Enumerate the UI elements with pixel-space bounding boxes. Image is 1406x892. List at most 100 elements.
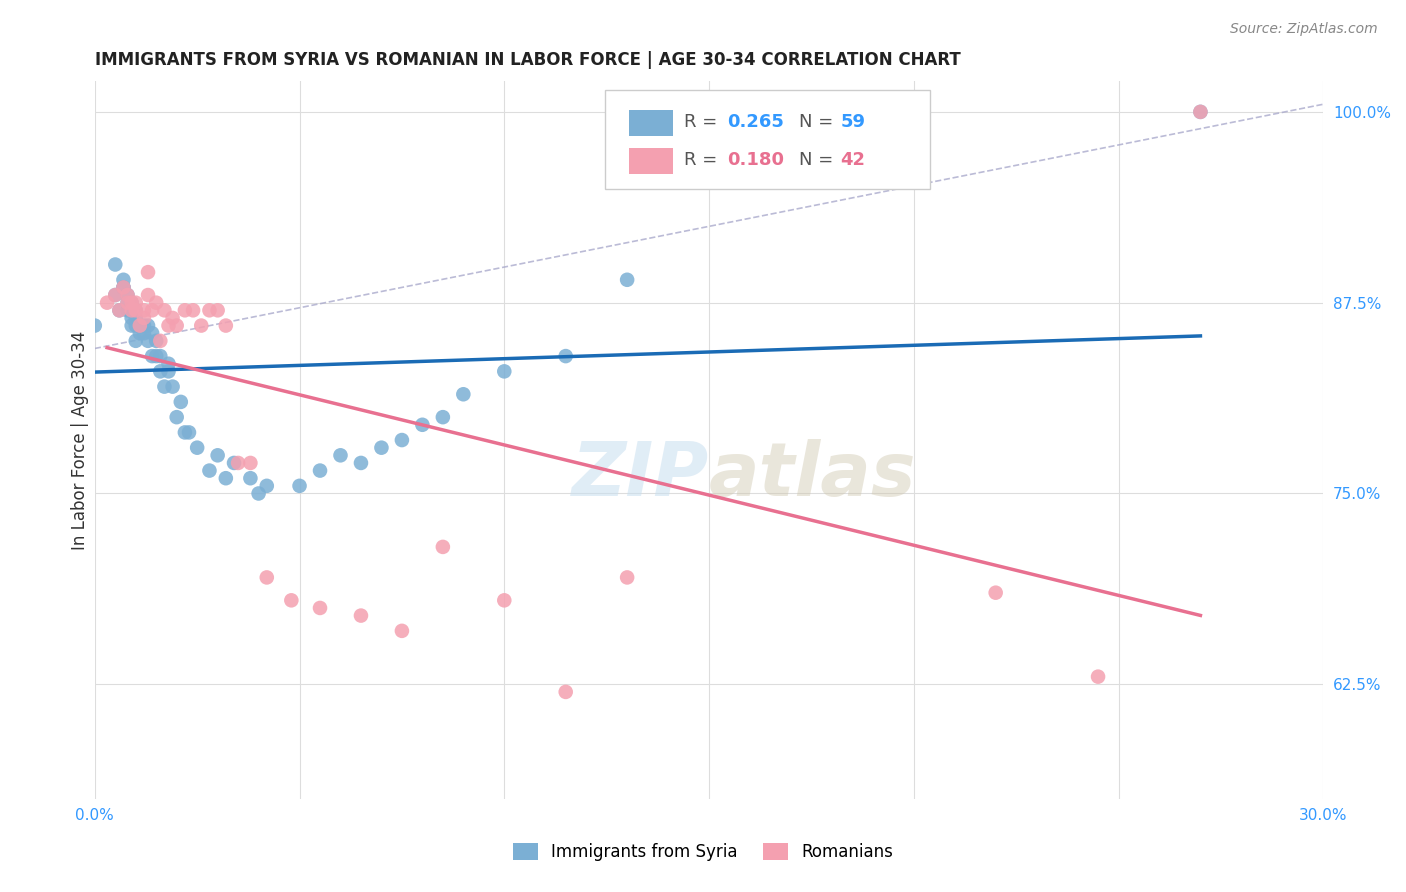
Point xyxy=(108,303,131,318)
Point xyxy=(170,395,193,409)
Point xyxy=(117,288,139,302)
Text: ZIP: ZIP xyxy=(572,440,709,512)
FancyBboxPatch shape xyxy=(630,110,673,136)
Point xyxy=(128,318,150,333)
Text: N =: N = xyxy=(799,112,832,130)
Point xyxy=(121,295,143,310)
Point xyxy=(128,318,150,333)
Text: 0.180: 0.180 xyxy=(727,151,785,169)
Point xyxy=(166,410,188,425)
Point xyxy=(153,303,176,318)
Point xyxy=(616,273,638,287)
Point xyxy=(198,303,221,318)
Point xyxy=(616,570,638,584)
Point xyxy=(309,464,332,478)
Point xyxy=(239,456,262,470)
Point xyxy=(198,464,221,478)
Text: IMMIGRANTS FROM SYRIA VS ROMANIAN IN LABOR FORCE | AGE 30-34 CORRELATION CHART: IMMIGRANTS FROM SYRIA VS ROMANIAN IN LAB… xyxy=(94,51,960,69)
Point xyxy=(125,334,148,348)
Point xyxy=(121,303,143,318)
Point xyxy=(391,624,413,638)
Point xyxy=(104,258,127,272)
Point xyxy=(112,280,135,294)
Point xyxy=(141,349,163,363)
Point xyxy=(96,295,118,310)
Point xyxy=(411,417,433,432)
Point xyxy=(391,433,413,447)
Text: atlas: atlas xyxy=(709,440,917,512)
FancyBboxPatch shape xyxy=(605,90,931,189)
Point xyxy=(162,379,184,393)
Point xyxy=(117,288,139,302)
Point xyxy=(149,364,172,378)
Point xyxy=(157,364,180,378)
Point xyxy=(104,288,127,302)
Point xyxy=(162,310,184,325)
Point xyxy=(145,334,167,348)
Point xyxy=(136,265,159,279)
Point xyxy=(132,318,155,333)
Point xyxy=(494,364,516,378)
Point xyxy=(288,479,311,493)
Text: N =: N = xyxy=(799,151,832,169)
Point xyxy=(112,280,135,294)
Point xyxy=(1189,104,1212,119)
Point xyxy=(132,303,155,318)
Y-axis label: In Labor Force | Age 30-34: In Labor Force | Age 30-34 xyxy=(72,330,89,549)
Point xyxy=(117,303,139,318)
Point xyxy=(141,303,163,318)
Point xyxy=(149,334,172,348)
Point xyxy=(136,318,159,333)
Point xyxy=(432,410,454,425)
Point xyxy=(226,456,249,470)
Point xyxy=(256,479,278,493)
Point xyxy=(181,303,204,318)
Point xyxy=(112,273,135,287)
Point xyxy=(280,593,302,607)
Point xyxy=(145,295,167,310)
Point xyxy=(173,303,195,318)
Point xyxy=(207,303,229,318)
Point xyxy=(186,441,208,455)
Point xyxy=(1189,104,1212,119)
Point xyxy=(145,349,167,363)
Point xyxy=(128,326,150,341)
Text: R =: R = xyxy=(685,112,717,130)
Point xyxy=(125,295,148,310)
Point xyxy=(121,303,143,318)
Text: 42: 42 xyxy=(841,151,866,169)
Point xyxy=(350,608,373,623)
Point xyxy=(121,295,143,310)
Point xyxy=(494,593,516,607)
Point xyxy=(136,288,159,302)
Point xyxy=(1087,670,1109,684)
Text: 59: 59 xyxy=(841,112,866,130)
Point xyxy=(190,318,212,333)
Legend: Immigrants from Syria, Romanians: Immigrants from Syria, Romanians xyxy=(506,836,900,868)
Point xyxy=(256,570,278,584)
Point xyxy=(350,456,373,470)
Point xyxy=(125,303,148,318)
Point xyxy=(215,471,238,485)
Point xyxy=(83,318,105,333)
Point xyxy=(153,379,176,393)
Point xyxy=(247,486,270,500)
Point xyxy=(121,318,143,333)
Point xyxy=(125,318,148,333)
Point xyxy=(112,280,135,294)
Point xyxy=(554,349,576,363)
Point xyxy=(215,318,238,333)
Point xyxy=(177,425,200,440)
Point xyxy=(117,295,139,310)
Point xyxy=(239,471,262,485)
FancyBboxPatch shape xyxy=(630,148,673,174)
Point xyxy=(157,357,180,371)
Point xyxy=(309,601,332,615)
Point xyxy=(207,448,229,462)
Point xyxy=(432,540,454,554)
Point xyxy=(453,387,475,401)
Point xyxy=(117,295,139,310)
Point xyxy=(132,310,155,325)
Text: R =: R = xyxy=(685,151,717,169)
Point xyxy=(329,448,352,462)
